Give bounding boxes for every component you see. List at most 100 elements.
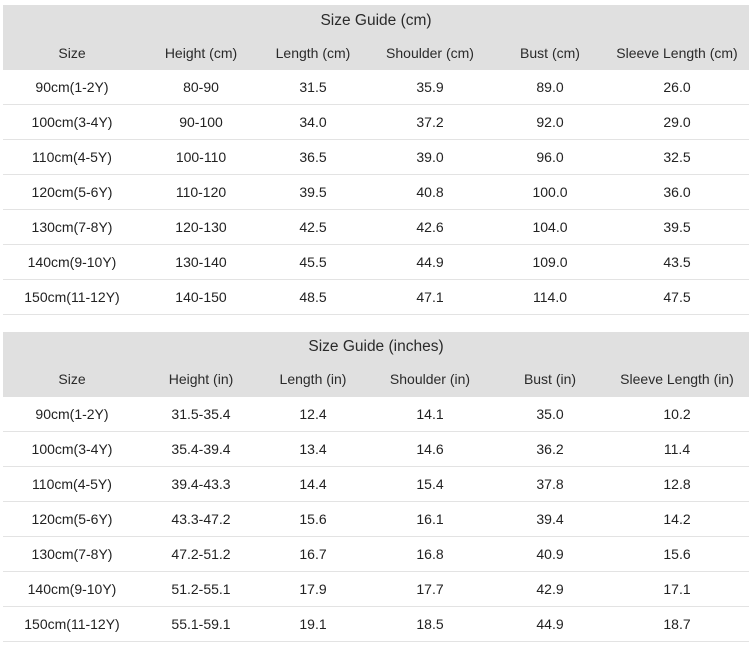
cell-length: 42.5: [299, 219, 327, 235]
header-length: Length (in): [279, 371, 347, 387]
cell-height: 51.2-55.1: [171, 581, 231, 597]
cell-bust: 35.0: [536, 406, 564, 422]
table-row: 130cm(7-8Y) 120-130 42.5 42.6 104.0 39.5: [3, 210, 749, 245]
cell-length: 16.7: [299, 546, 327, 562]
cell-bust: 36.2: [536, 441, 564, 457]
header-length: Length (cm): [275, 45, 351, 61]
size-guide-cm-table: Size Guide (cm) Size Height (cm) Length …: [3, 0, 749, 315]
header-bust: Bust (cm): [520, 45, 580, 61]
cell-shoulder: 44.9: [416, 254, 444, 270]
table-row: 150cm(11-12Y) 140-150 48.5 47.1 114.0 47…: [3, 280, 749, 315]
cell-bust: 44.9: [536, 616, 564, 632]
cell-shoulder: 14.1: [416, 406, 444, 422]
cell-shoulder: 15.4: [416, 476, 444, 492]
cell-height: 43.3-47.2: [171, 511, 231, 527]
cell-height: 90-100: [179, 114, 223, 130]
cell-height: 31.5-35.4: [171, 406, 231, 422]
header-shoulder: Shoulder (cm): [386, 45, 474, 61]
cell-sleeve-length: 11.4: [663, 441, 691, 457]
cell-sleeve-length: 29.0: [663, 114, 691, 130]
table-row: 100cm(3-4Y) 35.4-39.4 13.4 14.6 36.2 11.…: [3, 432, 749, 467]
cell-sleeve-length: 39.5: [663, 219, 691, 235]
table-row: 100cm(3-4Y) 90-100 34.0 37.2 92.0 29.0: [3, 105, 749, 140]
table-row: 150cm(11-12Y) 55.1-59.1 19.1 18.5 44.9 1…: [3, 607, 749, 642]
cell-size: 120cm(5-6Y): [31, 184, 113, 200]
cell-bust: 100.0: [532, 184, 568, 200]
table-header-cm: Size Height (cm) Length (cm) Shoulder (c…: [3, 36, 749, 70]
header-sleeve-length: Sleeve Length (cm): [616, 45, 738, 61]
cell-shoulder: 17.7: [416, 581, 444, 597]
cell-height: 140-150: [175, 289, 227, 305]
cell-length: 45.5: [299, 254, 327, 270]
cell-sleeve-length: 14.2: [663, 511, 691, 527]
cell-sleeve-length: 18.7: [663, 616, 691, 632]
cell-size: 100cm(3-4Y): [31, 114, 113, 130]
cell-sleeve-length: 47.5: [663, 289, 691, 305]
table-row: 110cm(4-5Y) 100-110 36.5 39.0 96.0 32.5: [3, 140, 749, 175]
cell-length: 39.5: [299, 184, 327, 200]
table-row: 130cm(7-8Y) 47.2-51.2 16.7 16.8 40.9 15.…: [3, 537, 749, 572]
cell-sleeve-length: 26.0: [663, 79, 691, 95]
cell-shoulder: 14.6: [416, 441, 444, 457]
cell-shoulder: 47.1: [416, 289, 444, 305]
cell-sleeve-length: 15.6: [663, 546, 691, 562]
cell-size: 150cm(11-12Y): [24, 616, 120, 632]
table-row: 90cm(1-2Y) 31.5-35.4 12.4 14.1 35.0 10.2: [3, 397, 749, 432]
cell-sleeve-length: 36.0: [663, 184, 691, 200]
cell-sleeve-length: 43.5: [663, 254, 691, 270]
cell-height: 39.4-43.3: [171, 476, 231, 492]
cell-size: 140cm(9-10Y): [27, 254, 117, 270]
cell-shoulder: 37.2: [416, 114, 444, 130]
cell-bust: 92.0: [536, 114, 564, 130]
cell-height: 130-140: [175, 254, 227, 270]
cell-height: 35.4-39.4: [171, 441, 231, 457]
header-bust: Bust (in): [523, 371, 577, 387]
cell-length: 19.1: [299, 616, 327, 632]
cell-bust: 40.9: [536, 546, 564, 562]
cell-sleeve-length: 12.8: [663, 476, 691, 492]
cell-shoulder: 42.6: [416, 219, 444, 235]
cell-height: 100-110: [175, 149, 227, 165]
cell-bust: 114.0: [533, 289, 567, 305]
cell-size: 130cm(7-8Y): [31, 219, 113, 235]
header-sleeve-length: Sleeve Length (in): [620, 371, 734, 387]
cell-height: 110-120: [175, 184, 227, 200]
header-size: Size: [58, 371, 86, 387]
cell-height: 80-90: [183, 79, 219, 95]
table-title-inches: Size Guide (inches): [3, 332, 749, 362]
cell-length: 48.5: [299, 289, 327, 305]
table-row: 140cm(9-10Y) 130-140 45.5 44.9 109.0 43.…: [3, 245, 749, 280]
cell-size: 110cm(4-5Y): [32, 476, 112, 492]
cell-size: 120cm(5-6Y): [31, 511, 113, 527]
cell-shoulder: 40.8: [416, 184, 444, 200]
cell-length: 34.0: [299, 114, 327, 130]
cell-bust: 109.0: [532, 254, 568, 270]
cell-length: 14.4: [299, 476, 327, 492]
cell-shoulder: 35.9: [416, 79, 444, 95]
table-header-inches: Size Height (in) Length (in) Shoulder (i…: [3, 362, 749, 397]
table-row: 110cm(4-5Y) 39.4-43.3 14.4 15.4 37.8 12.…: [3, 467, 749, 502]
cell-length: 12.4: [299, 406, 327, 422]
size-guide-inches-table: Size Guide (inches) Size Height (in) Len…: [3, 332, 749, 642]
header-size: Size: [58, 45, 86, 61]
cell-shoulder: 18.5: [416, 616, 444, 632]
cell-length: 36.5: [299, 149, 327, 165]
cell-shoulder: 16.1: [416, 511, 444, 527]
table-body-inches: 90cm(1-2Y) 31.5-35.4 12.4 14.1 35.0 10.2…: [3, 397, 749, 642]
cell-length: 15.6: [299, 511, 327, 527]
table-body-cm: 90cm(1-2Y) 80-90 31.5 35.9 89.0 26.0 100…: [3, 70, 749, 315]
table-row: 120cm(5-6Y) 43.3-47.2 15.6 16.1 39.4 14.…: [3, 502, 749, 537]
cell-size: 110cm(4-5Y): [32, 149, 112, 165]
cell-height: 55.1-59.1: [171, 616, 231, 632]
table-row: 90cm(1-2Y) 80-90 31.5 35.9 89.0 26.0: [3, 70, 749, 105]
header-height: Height (cm): [164, 45, 238, 61]
cell-sleeve-length: 32.5: [663, 149, 691, 165]
cell-bust: 104.0: [532, 219, 568, 235]
cell-size: 140cm(9-10Y): [27, 581, 117, 597]
cell-size: 100cm(3-4Y): [31, 441, 113, 457]
header-shoulder: Shoulder (in): [389, 371, 471, 387]
cell-bust: 42.9: [536, 581, 564, 597]
table-row: 140cm(9-10Y) 51.2-55.1 17.9 17.7 42.9 17…: [3, 572, 749, 607]
cell-length: 13.4: [299, 441, 327, 457]
